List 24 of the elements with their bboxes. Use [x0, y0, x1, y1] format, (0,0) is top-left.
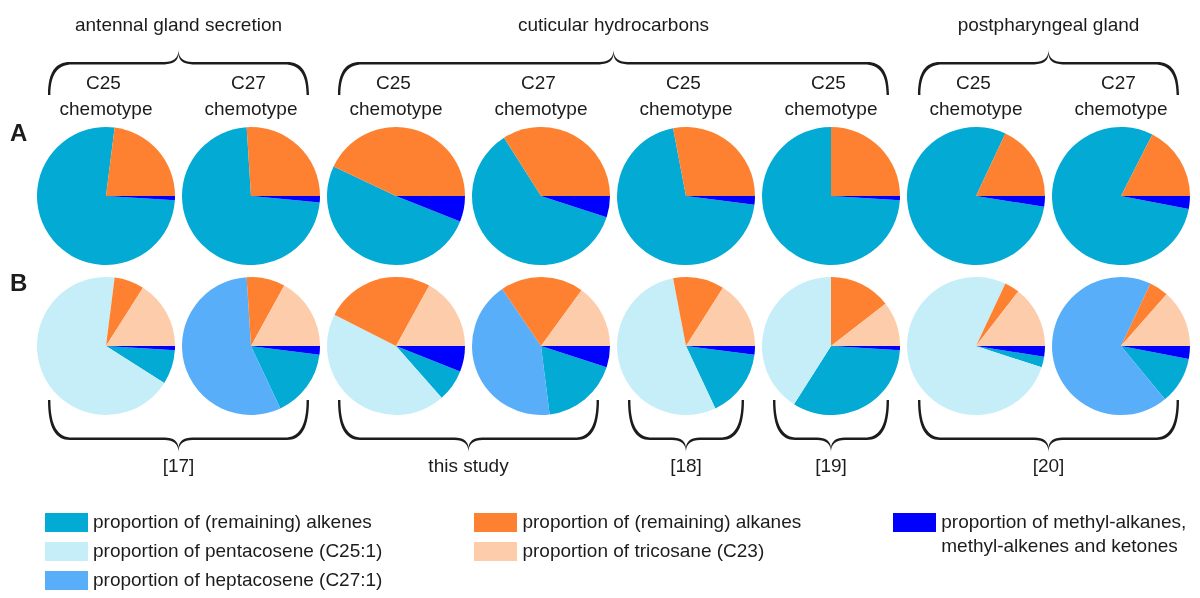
- text: this study: [428, 454, 509, 478]
- legend-label: proportion of pentacosene (C25:1): [93, 539, 383, 563]
- legend-label: proportion of methyl-alkanes, methyl-alkenes and ketones: [941, 510, 1188, 558]
- legend-label: proportion of (remaining) alkenes: [93, 510, 372, 534]
- slice-label: C25 chemotype: [929, 71, 1023, 119]
- text: [18]: [670, 454, 702, 478]
- text: cuticular hydrocarbons: [517, 13, 710, 37]
- slice-label: C27 chemotype: [204, 71, 298, 119]
- legend-label: proportion of tricosane (C23): [522, 539, 765, 563]
- slice-label: C27 chemotype: [494, 71, 588, 119]
- text: B: [10, 269, 28, 296]
- slice-label: C25 chemotype: [639, 71, 733, 119]
- slice-label: C25 chemotype: [59, 71, 153, 119]
- legend-label: proportion of (remaining) alkanes: [522, 510, 802, 534]
- slice-label: C25 chemotype: [349, 71, 443, 119]
- slice-label: C25 chemotype: [784, 71, 878, 119]
- text: [17]: [162, 454, 195, 478]
- legend-label: proportion of heptacosene (C27:1): [93, 568, 383, 592]
- text: A: [10, 119, 28, 146]
- text: [19]: [815, 454, 847, 478]
- slice-label: C27 chemotype: [1074, 71, 1168, 119]
- text: antennal gland secretion: [74, 13, 283, 37]
- text: postpharyngeal gland: [957, 13, 1140, 37]
- text: [20]: [1032, 454, 1065, 478]
